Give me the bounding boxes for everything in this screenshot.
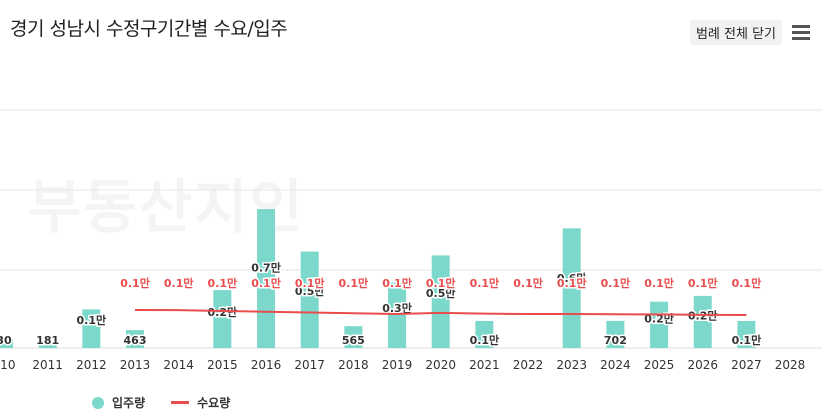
supply-value-label: 0.1만 <box>732 333 762 347</box>
legend-item-supply[interactable]: 입주량 <box>92 394 145 411</box>
x-tick-label: 2012 <box>76 358 107 372</box>
supply-bar <box>126 330 145 348</box>
x-tick-label: 2011 <box>32 358 63 372</box>
supply-value-label: 0.6만 <box>557 271 587 285</box>
supply-bar <box>0 339 13 348</box>
supply-bar <box>344 326 363 348</box>
supply-value-label: 0.1만 <box>470 333 500 347</box>
demand-value-label: 0.1만 <box>339 276 369 290</box>
supply-bar <box>737 320 756 348</box>
demand-series-line <box>135 308 747 317</box>
supply-value-label: 0.1만 <box>77 313 107 327</box>
supply-legend-marker <box>92 396 104 409</box>
demand-value-label: 0.1만 <box>120 276 150 290</box>
hamburger-menu-icon[interactable] <box>792 25 810 40</box>
supply-bar <box>606 320 625 348</box>
demand-value-label: 0.1만 <box>644 276 674 290</box>
x-tick-label: 2016 <box>251 358 282 372</box>
x-tick-label: 2028 <box>775 358 806 372</box>
x-tick-label: 2018 <box>338 358 369 372</box>
supply-value-label: 0.2만 <box>208 305 238 319</box>
x-tick-label: 2022 <box>513 358 544 372</box>
supply-bar <box>300 251 319 348</box>
x-tick-label: 2021 <box>469 358 500 372</box>
demand-value-label: 0.1만 <box>251 276 281 290</box>
chart-title: 경기 성남시 수정구기간별 수요/입주 <box>10 18 288 40</box>
demand-value-label: 0.1만 <box>513 276 543 290</box>
chart-legend: 입주량 수요량 <box>92 394 230 411</box>
supply-bar <box>431 255 450 348</box>
demand-legend-label: 수요량 <box>197 396 231 410</box>
x-tick-label: 2020 <box>425 358 456 372</box>
supply-value-label: 565 <box>342 334 365 347</box>
supply-value-label: 702 <box>604 334 627 347</box>
x-tick-label: 2015 <box>207 358 238 372</box>
x-tick-label: 010 <box>0 358 15 372</box>
demand-value-label: 0.1만 <box>470 276 500 290</box>
demand-line <box>135 308 747 317</box>
supply-bars <box>0 209 756 348</box>
supply-bar <box>475 320 494 348</box>
supply-bar <box>257 209 276 348</box>
supply-bar <box>82 309 101 348</box>
demand-legend-marker <box>171 401 190 404</box>
x-tick-label: 2014 <box>163 358 194 372</box>
supply-bar <box>693 295 712 348</box>
supply-bar-labels: 30 1810.1만4630.2만0.7만0.5만5650.3만0.5만0.1만0… <box>0 259 763 348</box>
demand-value-label: 0.1만 <box>688 276 718 290</box>
supply-bar <box>38 341 57 348</box>
demand-value-label: 0.1만 <box>382 276 412 290</box>
supply-value-label: 30 <box>0 334 12 347</box>
supply-value-label: 0.7만 <box>251 261 281 275</box>
demand-line-labels: 0.1만 0.1만 0.1만 0.1만 0.1만 0.1만 0.1만 0.1만 0.1만 0.1만… <box>119 275 763 292</box>
demand-value-label: 0.1만 <box>164 276 194 290</box>
supply-value-label: 0.3만 <box>382 301 412 315</box>
demand-value-label: 0.1만 <box>732 276 762 290</box>
demand-value-label: 0.1만 <box>557 276 587 290</box>
supply-bar <box>213 290 232 348</box>
legend-item-demand[interactable]: 수요량 <box>171 394 230 411</box>
x-tick-label: 2019 <box>382 358 413 372</box>
supply-bar <box>650 301 669 348</box>
supply-legend-label: 입주량 <box>112 396 146 410</box>
x-tick-label: 2027 <box>731 358 762 372</box>
x-tick-label: 2017 <box>294 358 325 372</box>
x-axis-ticks: 010 2011 2012 2013 2014 2015 2016 2017 2018 2019 2… <box>0 358 805 372</box>
supply-value-label: 181 <box>36 334 59 347</box>
x-tick-label: 2024 <box>600 358 631 372</box>
x-tick-label: 2013 <box>120 358 151 372</box>
supply-bar <box>388 282 407 348</box>
supply-value-label: 463 <box>124 334 147 347</box>
demand-value-label: 0.1만 <box>426 276 456 290</box>
supply-bar <box>562 228 581 348</box>
demand-value-label: 0.1만 <box>295 276 325 290</box>
x-tick-label: 2025 <box>644 358 675 372</box>
supply-value-label: 0.5만 <box>295 284 325 298</box>
supply-value-label: 0.5만 <box>426 286 456 300</box>
x-tick-label: 2023 <box>556 358 587 372</box>
demand-value-label: 0.1만 <box>208 276 238 290</box>
legend-toggle-button[interactable]: 범례 전체 닫기 <box>689 20 782 45</box>
x-tick-label: 2026 <box>687 358 718 372</box>
demand-value-label: 0.1만 <box>601 276 631 290</box>
